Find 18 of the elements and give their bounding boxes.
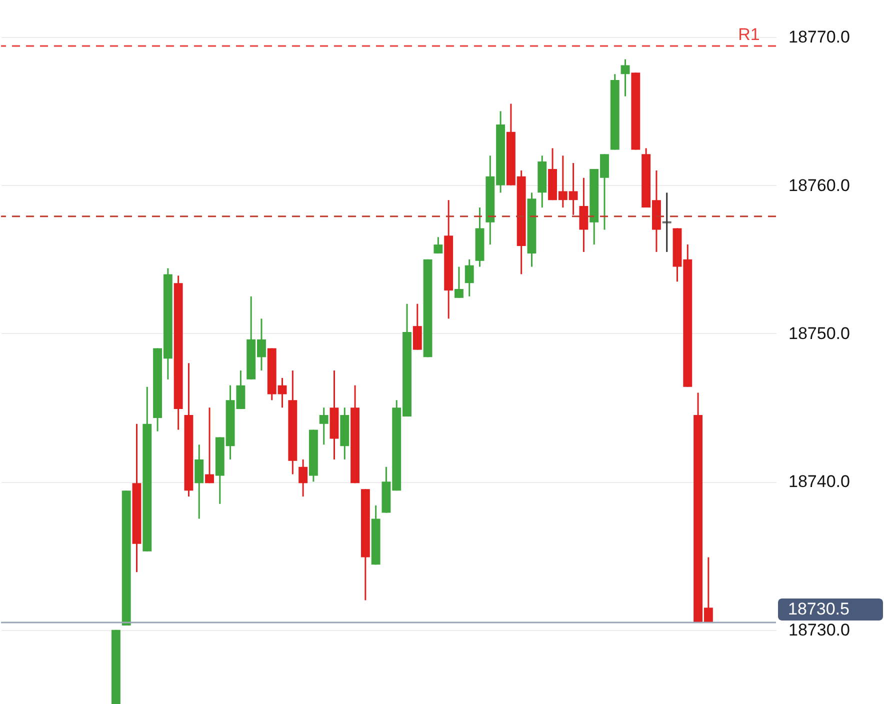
y-tick-label: 18770.0 [788, 28, 850, 47]
candlestick [298, 458, 308, 498]
candlestick [579, 177, 588, 253]
candlestick [412, 303, 422, 351]
y-tick-label: 18740.0 [788, 472, 850, 492]
ref-line-label: R1 [738, 24, 760, 44]
ref-line-label: 18730.5 [788, 599, 850, 618]
candlestick [454, 266, 464, 299]
y-tick-label: 18760.0 [788, 176, 850, 195]
candlestick [662, 192, 672, 253]
candlestick [194, 444, 204, 520]
candlestick [434, 236, 443, 254]
candlestick [319, 406, 328, 446]
y-tick-label: 18750.0 [788, 324, 850, 343]
y-tick-label: 18730.0 [788, 620, 850, 640]
candlestick [205, 406, 214, 484]
candlestick [620, 58, 630, 98]
candlestick [464, 258, 474, 298]
